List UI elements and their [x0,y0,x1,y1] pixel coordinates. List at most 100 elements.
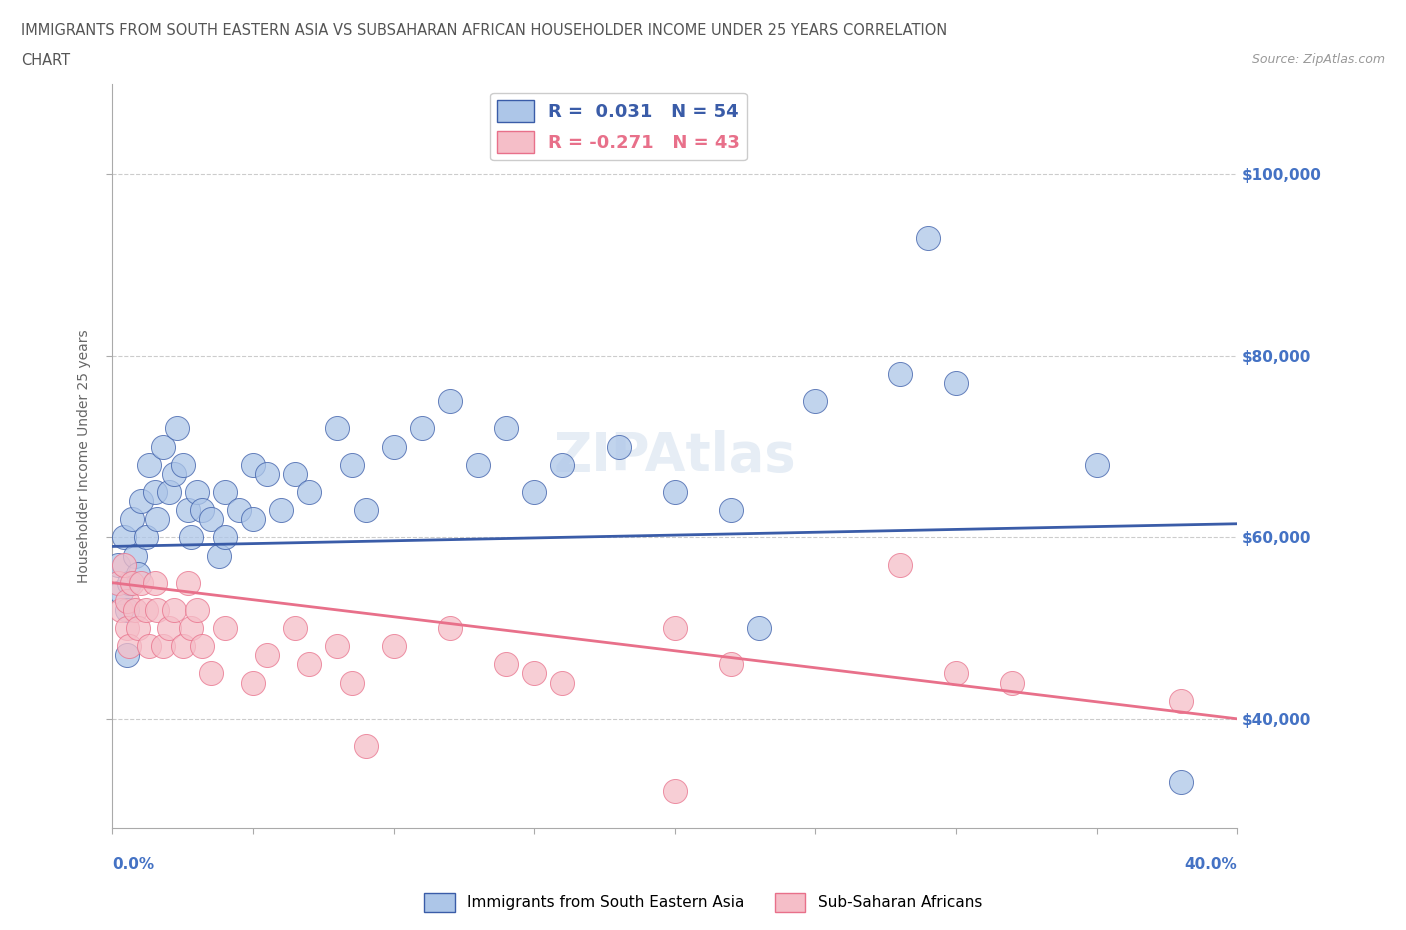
Point [143,576,166,591]
Point [166,421,188,436]
Point [354,738,377,753]
Point [115,603,138,618]
Point [467,458,489,472]
Point [152,639,174,654]
Point [1170,693,1192,708]
Y-axis label: Householder Income Under 25 years: Householder Income Under 25 years [77,329,91,582]
Point [720,657,742,671]
Point [214,485,236,499]
Point [945,666,967,681]
Point [607,439,630,454]
Point [889,557,911,572]
Point [382,439,405,454]
Point [889,366,911,381]
Point [115,648,138,663]
Point [146,512,169,526]
Point [180,530,202,545]
Point [664,784,686,799]
Text: Source: ZipAtlas.com: Source: ZipAtlas.com [1251,53,1385,66]
Point [804,393,827,408]
Point [110,603,132,618]
Point [242,458,264,472]
Point [411,421,433,436]
Point [340,675,363,690]
Point [242,512,264,526]
Point [270,503,292,518]
Point [917,231,939,246]
Point [118,576,141,591]
Point [157,620,180,635]
Point [107,557,129,572]
Point [495,657,517,671]
Point [1085,458,1108,472]
Point [439,620,461,635]
Point [163,467,186,482]
Point [129,576,152,591]
Point [284,467,307,482]
Point [177,503,200,518]
Point [551,675,574,690]
Point [200,512,222,526]
Point [256,467,278,482]
Point [127,620,149,635]
Point [298,485,321,499]
Text: CHART: CHART [21,53,70,68]
Point [284,620,307,635]
Point [172,458,194,472]
Point [748,620,770,635]
Text: 0.0%: 0.0% [112,857,155,871]
Point [495,421,517,436]
Point [112,557,135,572]
Point [1001,675,1024,690]
Point [180,620,202,635]
Point [110,584,132,599]
Text: ZIPAtlas: ZIPAtlas [554,430,796,482]
Point [138,639,160,654]
Point [228,503,250,518]
Point [129,494,152,509]
Point [439,393,461,408]
Point [124,548,146,563]
Point [152,439,174,454]
Point [135,530,157,545]
Point [214,620,236,635]
Point [115,593,138,608]
Point [382,639,405,654]
Point [177,576,200,591]
Point [256,648,278,663]
Point [326,421,349,436]
Point [214,530,236,545]
Point [186,603,208,618]
Point [186,485,208,499]
Point [551,458,574,472]
Point [115,620,138,635]
Point [523,485,546,499]
Point [112,530,135,545]
Legend: R =  0.031   N = 54, R = -0.271   N = 43: R = 0.031 N = 54, R = -0.271 N = 43 [491,93,747,160]
Legend: Immigrants from South Eastern Asia, Sub-Saharan Africans: Immigrants from South Eastern Asia, Sub-… [418,887,988,918]
Point [121,576,143,591]
Point [1170,775,1192,790]
Point [157,485,180,499]
Point [172,639,194,654]
Point [354,503,377,518]
Point [720,503,742,518]
Point [208,548,231,563]
Point [340,458,363,472]
Point [664,485,686,499]
Point [664,620,686,635]
Point [523,666,546,681]
Point [138,458,160,472]
Point [135,603,157,618]
Point [326,639,349,654]
Point [127,566,149,581]
Text: 40.0%: 40.0% [1184,857,1237,871]
Point [107,576,129,591]
Point [124,603,146,618]
Point [945,376,967,391]
Point [146,603,169,618]
Point [143,485,166,499]
Point [191,503,214,518]
Point [200,666,222,681]
Point [121,512,143,526]
